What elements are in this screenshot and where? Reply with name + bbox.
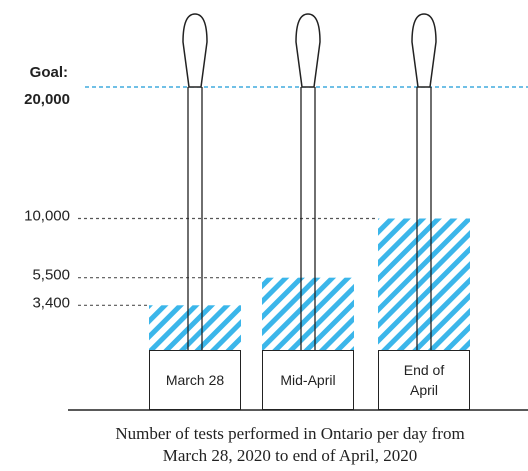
goal-label: Goal: [30,64,68,81]
x-tick-label: Mid-April [280,372,336,388]
bar [378,218,470,350]
x-tick-label: March 28 [165,372,225,388]
category-box: March 28 [149,350,241,410]
y-tick-label: 3,400 [32,294,70,311]
swab-head [182,13,208,88]
category-box: End of April [378,350,470,410]
y-tick-label: 10,000 [24,207,70,224]
bar [262,277,354,350]
bar [149,305,241,350]
x-tick-label: End of April [403,362,445,398]
category-box: Mid-April [262,350,354,410]
goal-value: 20,000 [24,91,70,108]
y-tick-label: 5,500 [32,267,70,284]
swab-head [411,13,437,88]
caption: Number of tests performed in Ontario per… [115,424,465,465]
swab-head [295,13,321,88]
